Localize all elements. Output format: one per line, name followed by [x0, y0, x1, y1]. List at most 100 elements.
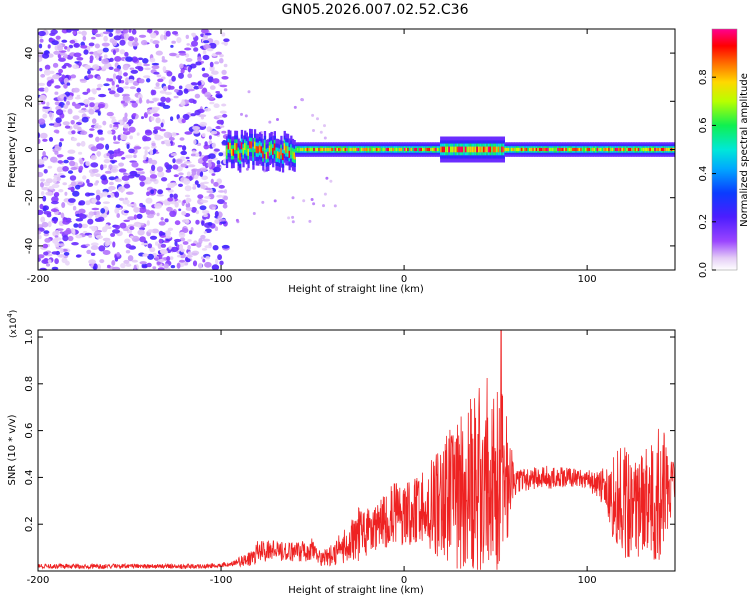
noise-speck: [105, 240, 112, 246]
noise-speck: [165, 97, 171, 103]
band-cell: [262, 151, 265, 159]
noise-speck: [134, 173, 141, 178]
noise-speck: [141, 116, 144, 120]
band-cell: [356, 147, 359, 152]
noise-speck: [127, 36, 135, 42]
noise-speck: [83, 49, 89, 55]
band-cell: [435, 147, 438, 152]
band-cell: [225, 148, 229, 156]
noise-speck: [59, 138, 64, 142]
noise-speck: [182, 241, 189, 245]
noise-speck: [119, 49, 126, 55]
noise-speck: [81, 223, 89, 229]
noise-speck: [82, 175, 87, 180]
band-cell: [527, 147, 530, 152]
noise-speck: [95, 122, 99, 126]
band-cell: [651, 147, 654, 152]
noise-speck: [67, 64, 72, 68]
noise-speck: [40, 73, 46, 78]
band-cell: [400, 147, 403, 152]
noise-speck: [136, 87, 141, 93]
noise-speck: [45, 191, 54, 196]
band-cell: [626, 147, 629, 152]
band-cell: [438, 147, 441, 152]
noise-speck: [112, 266, 121, 270]
band-cell: [450, 146, 453, 153]
noise-speck: [181, 118, 186, 124]
noise-speck: [57, 254, 66, 258]
noise-speck: [185, 197, 189, 204]
noise-speck: [202, 73, 210, 78]
noise-speck: [193, 47, 199, 52]
noise-speck: [84, 192, 91, 197]
band-cell: [629, 147, 632, 152]
noise-speck: [70, 166, 78, 171]
noise-speck: [98, 132, 103, 135]
noise-speck: [179, 137, 185, 141]
noise-speck: [54, 191, 60, 197]
noise-speck: [39, 132, 48, 139]
noise-speck: [125, 191, 134, 195]
noise-speck: [38, 209, 44, 215]
noise-speck: [97, 111, 101, 116]
band-cell: [395, 147, 398, 152]
band-cell: [428, 147, 431, 152]
band-cell: [591, 147, 594, 152]
noise-speck: [152, 89, 157, 96]
noise-speck: [62, 166, 69, 172]
band-cell: [641, 147, 644, 152]
noise-speck: [50, 29, 58, 35]
noise-speck: [181, 99, 185, 104]
noise-speck: [192, 126, 201, 131]
noise-speck: [209, 65, 215, 72]
noise-speck: [141, 265, 148, 269]
noise-speck: [114, 224, 121, 230]
noise-speck: [73, 42, 80, 48]
noise-speck: [205, 187, 212, 191]
noise-speck: [143, 75, 151, 79]
noise-speck: [146, 29, 151, 33]
noise-speck: [206, 190, 214, 194]
x-tick-label: 0: [401, 575, 407, 586]
noise-speck: [210, 178, 214, 184]
noise-speck: [97, 216, 105, 222]
band-cell: [649, 147, 652, 152]
band-cell: [339, 147, 342, 152]
noise-speck: [72, 205, 77, 211]
noise-speck: [183, 88, 189, 94]
band-cell: [562, 147, 565, 152]
noise-speck: [165, 30, 171, 37]
noise-speck: [217, 199, 225, 205]
noise-speck: [190, 113, 196, 117]
noise-speck: [201, 133, 206, 137]
band-cell: [510, 147, 514, 152]
band-cell: [418, 147, 421, 152]
noise-speck: [91, 29, 98, 34]
noise-speck: [170, 44, 174, 48]
noise-speck: [39, 67, 43, 72]
band-cell: [468, 146, 471, 153]
noise-speck: [154, 86, 161, 90]
band-cell: [324, 147, 328, 152]
band-cell: [502, 146, 505, 153]
noise-speck: [170, 116, 174, 121]
noise-speck: [85, 243, 90, 247]
noise-speck: [45, 178, 53, 184]
noise-speck: [90, 242, 99, 247]
band-cell: [619, 147, 622, 152]
band-cell: [627, 147, 631, 152]
noise-speck: [138, 206, 147, 214]
noise-speck: [208, 169, 214, 174]
band-cell: [492, 146, 496, 153]
noise-speck: [42, 195, 47, 202]
noise-speck: [88, 97, 96, 101]
noise-speck: [151, 164, 156, 171]
band-cell: [422, 147, 425, 152]
noise-speck: [157, 171, 165, 178]
band-cell: [522, 147, 525, 152]
noise-speck: [89, 128, 95, 131]
band-cell: [252, 150, 255, 158]
noise-speck: [201, 248, 208, 251]
noise-speck: [123, 33, 129, 40]
noise-speck: [113, 35, 122, 41]
